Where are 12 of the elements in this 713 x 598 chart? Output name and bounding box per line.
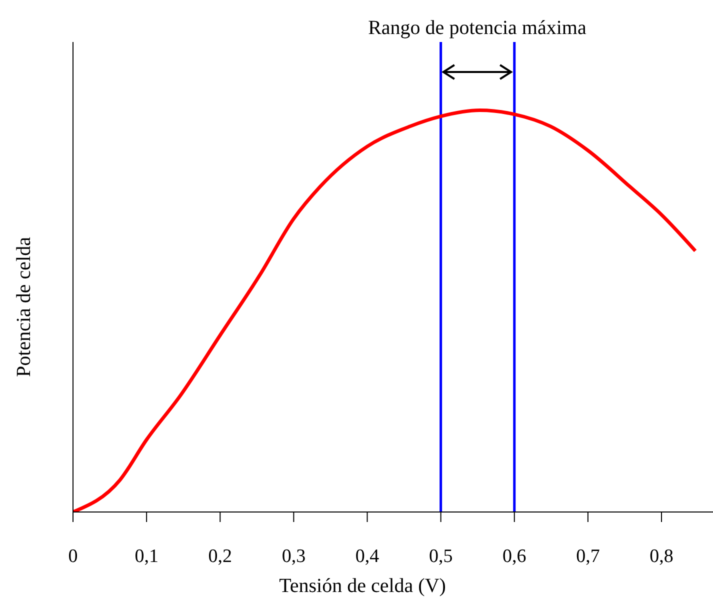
text: Rango de potencia máxima <box>368 17 586 39</box>
y-axis-title: Potencia de celda <box>13 236 35 377</box>
x-tick-label: 0,6 <box>502 546 526 567</box>
x-axis-title: Tensión de celda (V) <box>279 575 446 597</box>
x-tick-label: 0,1 <box>134 546 158 567</box>
x-tick-label: 0,5 <box>428 546 453 567</box>
x-tick-label: 0,4 <box>355 546 380 567</box>
x-tick-label: 0,2 <box>208 546 232 567</box>
x-tick-label: 0,3 <box>282 546 306 567</box>
x-tick-label: 0 <box>68 546 78 567</box>
x-tick-label: 0,7 <box>576 546 600 567</box>
x-tick-label: 0,8 <box>650 546 674 567</box>
